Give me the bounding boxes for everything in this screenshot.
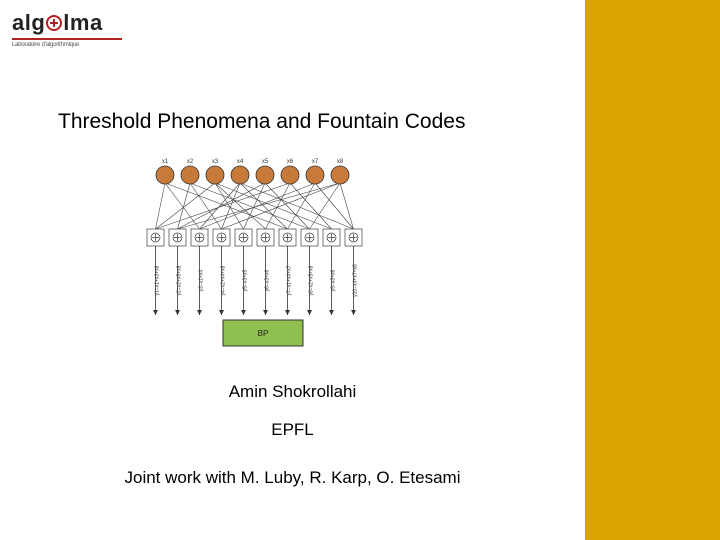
gold-sidebar <box>585 0 720 540</box>
svg-text:y6=x3+x6: y6=x3+x6 <box>265 269 271 291</box>
svg-text:y10=x4+x7+x8: y10=x4+x7+x8 <box>353 264 359 297</box>
bipartite-diagram: x1 x2 x3 x4 x5 x6 x7 x8 y1=x1+x3+x6 y2=x2+x5+x8 y3… <box>115 155 415 360</box>
logo-subtitle: Laboratoire d'algorithmique <box>12 42 122 48</box>
svg-text:x3: x3 <box>212 159 219 165</box>
svg-text:y5=x3+x5: y5=x3+x5 <box>243 269 249 291</box>
joint-work: Joint work with M. Luby, R. Karp, O. Ete… <box>0 468 585 488</box>
svg-text:y4=x2+x4+x8: y4=x2+x4+x8 <box>221 265 227 295</box>
svg-text:BP: BP <box>258 329 269 338</box>
logo-rule <box>12 38 122 40</box>
logo-text: alg lma <box>12 10 122 36</box>
logo-right: lma <box>63 10 102 36</box>
author: Amin Shokrollahi <box>0 382 585 402</box>
affiliation: EPFL <box>0 420 585 440</box>
svg-text:y9=x3+x6: y9=x3+x6 <box>331 269 337 291</box>
svg-text:y7=x1+x4+x7: y7=x1+x4+x7 <box>287 265 293 295</box>
logo: alg lma Laboratoire d'algorithmique <box>12 10 122 48</box>
slide-title: Threshold Phenomena and Fountain Codes <box>58 110 465 134</box>
svg-text:x2: x2 <box>187 159 194 165</box>
svg-text:x8: x8 <box>337 159 344 165</box>
logo-left: alg <box>12 10 45 36</box>
svg-text:x7: x7 <box>312 159 319 165</box>
svg-text:y8=x2+x5+x8: y8=x2+x5+x8 <box>309 265 315 295</box>
svg-text:y2=x2+x5+x8: y2=x2+x5+x8 <box>177 265 183 295</box>
svg-text:x1: x1 <box>162 159 169 165</box>
svg-text:y3=x1+x4: y3=x1+x4 <box>199 269 205 291</box>
svg-text:x5: x5 <box>262 159 269 165</box>
svg-text:x6: x6 <box>287 159 294 165</box>
logo-plus-icon <box>46 15 62 31</box>
svg-text:x4: x4 <box>237 159 244 165</box>
svg-text:y1=x1+x3+x6: y1=x1+x3+x6 <box>155 265 161 295</box>
